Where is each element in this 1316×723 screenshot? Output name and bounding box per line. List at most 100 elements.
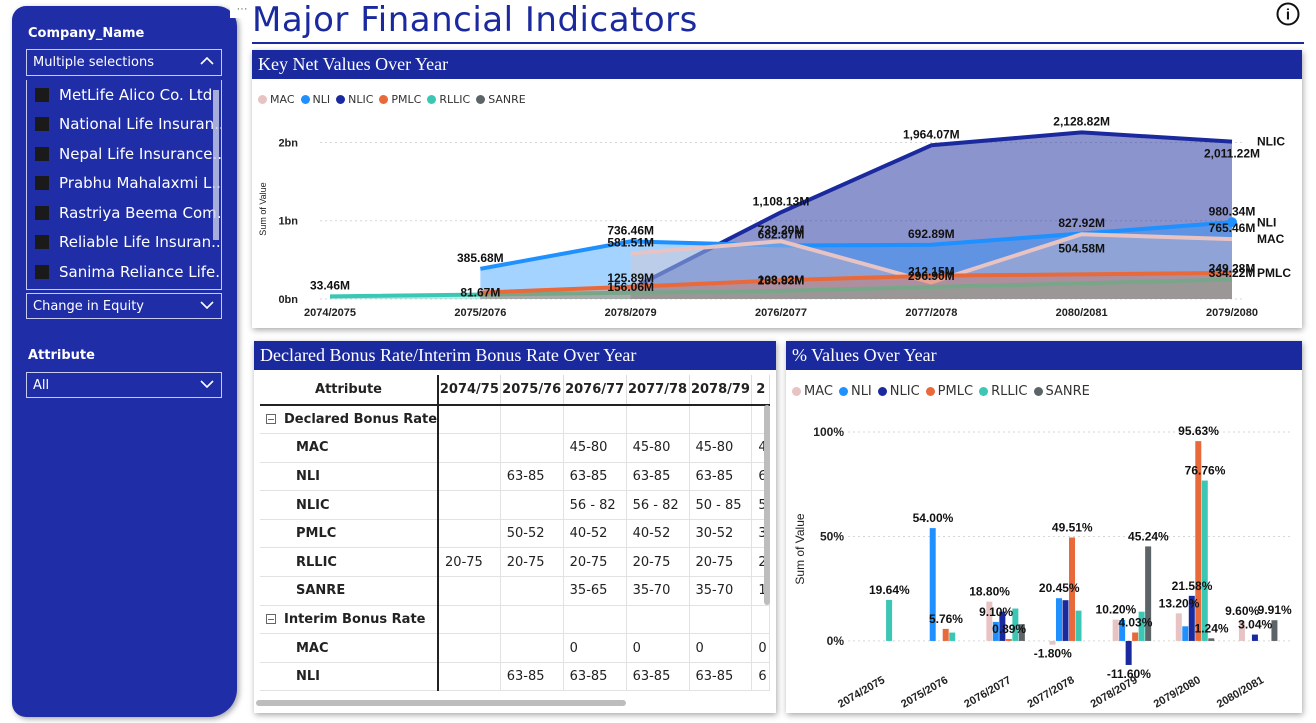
bar-rllic (886, 599, 893, 641)
legend-item-pmlc[interactable]: PMLC (925, 384, 973, 399)
column-header[interactable]: 2 (751, 375, 770, 406)
matrix-cell: 35-65 (563, 576, 627, 606)
pct-values-panel: % Values Over Year MAC NLI NLIC PMLC RLLIC SA… (786, 341, 1302, 713)
company-list-item[interactable]: MetLife Alico Co. Ltd (27, 80, 221, 110)
legend-item-sanre[interactable]: SANRE (1033, 384, 1090, 399)
series-line-pmlc (480, 270, 1233, 295)
y-tick-label: 100% (813, 425, 844, 439)
checkbox[interactable] (35, 205, 49, 220)
attribute-dropdown[interactable]: All (26, 372, 222, 398)
bar-rllic (949, 632, 956, 641)
legend-item-mac[interactable]: MAC (258, 93, 295, 106)
company-list-item[interactable]: Prabhu Mahalaxmi L... (27, 169, 221, 199)
bar-mac (1175, 613, 1182, 641)
company-dropdown[interactable]: Multiple selections (26, 49, 222, 76)
company-list-item[interactable]: Sanima Reliance Life... (27, 257, 221, 287)
company-list-label: Reliable Life Insuran... (59, 233, 221, 252)
company-dropdown-value: Multiple selections (33, 55, 154, 70)
bonus-matrix-table: Attribute 2074/75 2075/76 2076/77 2077/78 207… (260, 375, 770, 692)
series-line-nlic (629, 130, 1233, 291)
row-header: RLLIC (260, 547, 440, 578)
group-cell: Interim Bonus Rate (260, 605, 440, 635)
group-label: Interim Bonus Rate (284, 611, 426, 627)
chevron-up-icon[interactable] (199, 53, 215, 69)
measure-dropdown[interactable]: Change in Equity (26, 293, 222, 319)
collapse-icon[interactable] (266, 613, 276, 624)
row-header: MAC (260, 433, 440, 463)
legend-item-nli[interactable]: NLI (838, 384, 872, 399)
bar-mac (1238, 620, 1245, 641)
legend-swatch (979, 387, 989, 396)
company-list-item[interactable]: National Life Insuran... (27, 110, 221, 140)
y-tick-label: 1bn (278, 216, 298, 228)
column-header[interactable]: Attribute (260, 375, 440, 406)
checkbox[interactable] (35, 146, 49, 161)
vertical-scrollbar[interactable] (764, 405, 770, 605)
x-tick-label: 2076/2077 (755, 307, 807, 319)
data-label: 0.89% (992, 622, 1026, 636)
column-header[interactable]: 2078/79 (689, 375, 753, 406)
data-label: 10.20% (1096, 603, 1137, 617)
matrix-cell (500, 576, 564, 606)
column-header[interactable]: 2074/75 (438, 375, 501, 406)
column-header[interactable]: 2075/76 (500, 375, 564, 406)
series-line-nli (479, 220, 1233, 271)
matrix-cell: 20-75 (500, 547, 564, 578)
legend-item-sanre[interactable]: SANRE (476, 93, 526, 106)
legend-item-nlic[interactable]: NLIC (877, 384, 920, 399)
checkbox[interactable] (35, 87, 49, 102)
legend-swatch (300, 95, 310, 104)
legend-label: NLIC (889, 384, 920, 399)
info-icon[interactable]: i (1276, 2, 1300, 26)
company-list-item[interactable]: Reliable Life Insuran... (27, 228, 221, 258)
company-list-label: Sanima Reliance Life... (59, 262, 221, 281)
column-header[interactable]: 2076/77 (563, 375, 627, 406)
data-label: 103.92M (758, 273, 805, 287)
legend-item-rllic[interactable]: RLLIC (979, 384, 1028, 399)
checkbox[interactable] (35, 176, 49, 191)
data-label: 9.60% (1225, 604, 1259, 618)
bar-nli (1119, 620, 1126, 641)
data-label: 739.20M (758, 223, 805, 237)
series-point-nli (1227, 217, 1237, 228)
company-list-item[interactable]: Rastriya Beema Com... (27, 198, 221, 228)
collapse-icon[interactable] (266, 414, 276, 425)
legend-item-nlic[interactable]: NLIC (336, 93, 373, 106)
data-label: 49.51% (1052, 520, 1093, 534)
matrix-cell: 56 - 82 (563, 490, 627, 520)
data-label: -1.80% (1034, 647, 1072, 661)
matrix-cell: 63-85 (563, 662, 627, 692)
matrix-cell: 45-80 (689, 433, 753, 463)
horizontal-scrollbar[interactable] (256, 700, 626, 706)
data-label: 54.00% (913, 511, 954, 525)
checkbox[interactable] (35, 235, 49, 250)
legend-item-nli[interactable]: NLI (300, 93, 330, 106)
more-options-icon[interactable]: ··· (230, 4, 254, 18)
legend-label: PMLC (391, 93, 422, 106)
data-label: 692.89M (908, 227, 955, 241)
legend-item-pmlc[interactable]: PMLC (379, 93, 421, 106)
checkbox[interactable] (35, 264, 49, 279)
bar-sanre (1208, 638, 1215, 641)
data-label: 827.92M (1058, 216, 1105, 230)
company-list-item[interactable]: Nepal Life Insurance... (27, 139, 221, 169)
x-tick-label: 2080/2081 (1056, 307, 1108, 319)
chevron-down-icon[interactable] (199, 376, 215, 392)
matrix-cell: 20-75 (689, 547, 753, 578)
legend-item-mac[interactable]: MAC (792, 384, 833, 399)
matrix-cell (500, 633, 564, 663)
data-label: 385.68M (457, 251, 504, 265)
company-list-label: Rastriya Beema Com... (59, 203, 221, 222)
y-tick-label: 0bn (278, 294, 298, 306)
column-header[interactable]: 2077/78 (626, 375, 690, 406)
y-axis-title: Sum of Value (258, 182, 268, 235)
data-label: 81.67M (460, 286, 500, 300)
row-header: NLI (260, 662, 440, 692)
chevron-down-icon[interactable] (199, 297, 215, 313)
list-scrollbar[interactable] (213, 90, 219, 240)
group-label: Declared Bonus Rate (284, 412, 438, 428)
checkbox[interactable] (35, 117, 49, 132)
legend-item-rllic[interactable]: RLLIC (427, 93, 470, 106)
y-tick-label: 0% (827, 634, 845, 648)
